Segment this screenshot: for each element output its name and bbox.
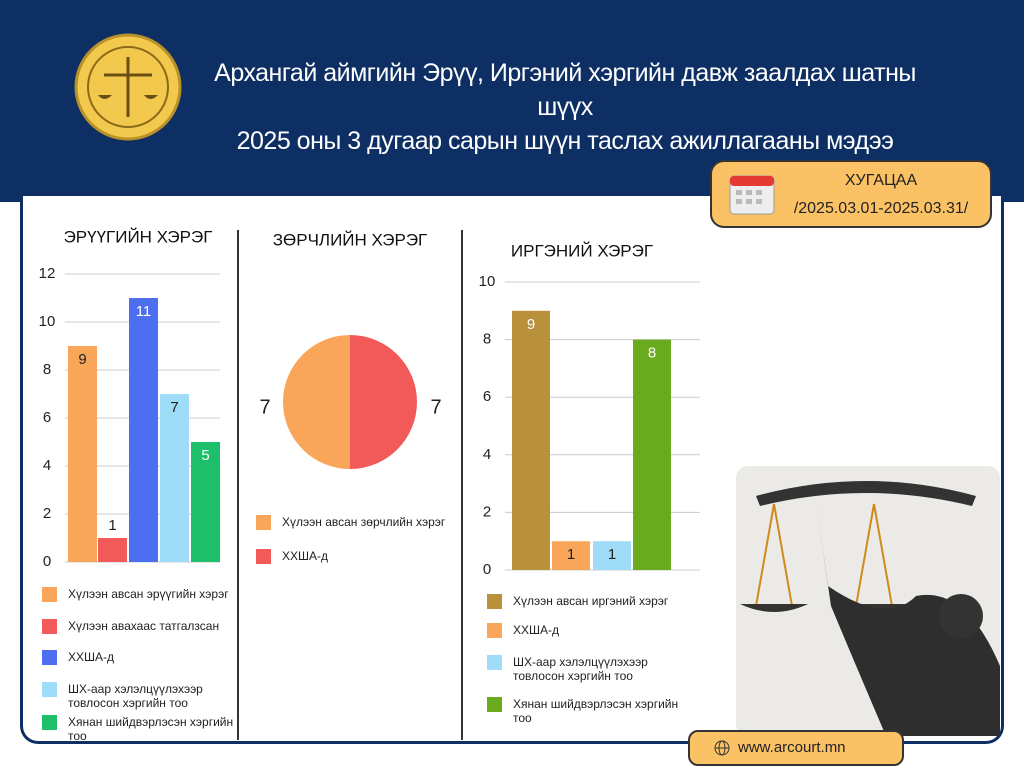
legend-swatch bbox=[487, 697, 502, 712]
data-label: 1 bbox=[567, 546, 575, 563]
legend-swatch bbox=[42, 682, 57, 697]
bar bbox=[512, 310, 550, 570]
y-tick-label: 10 bbox=[479, 273, 496, 290]
y-tick-label: 12 bbox=[39, 265, 56, 282]
bar bbox=[160, 394, 189, 562]
website: www.arcourt.mn bbox=[738, 739, 846, 756]
bar bbox=[68, 346, 97, 562]
data-label: 7 bbox=[259, 396, 270, 418]
legend-entry: ШХ-аар хэлэлцүүлэхээр товлосон хэргийн т… bbox=[68, 682, 203, 710]
bar bbox=[191, 442, 220, 562]
legend-swatch bbox=[487, 594, 502, 609]
y-tick-label: 6 bbox=[483, 388, 491, 405]
y-tick-label: 10 bbox=[39, 313, 56, 330]
period-label: ХУГАЦАА bbox=[844, 172, 918, 189]
data-label: 1 bbox=[108, 517, 116, 534]
y-tick-label: 4 bbox=[43, 457, 51, 474]
data-label: 7 bbox=[430, 396, 441, 418]
divider bbox=[461, 230, 463, 740]
period-range: /2025.03.01-2025.03.31/ bbox=[793, 200, 969, 217]
legend-entry: Хүлээн авсан иргэний хэрэг bbox=[513, 594, 669, 608]
y-tick-label: 6 bbox=[43, 409, 51, 426]
legend-entry: Хянан шийдвэрлэсэн хэргийн тоо bbox=[68, 715, 234, 743]
pie-slice bbox=[283, 335, 350, 469]
legend-entry: ШХ-аар хэлэлцүүлэхээр товлосон хэргийн т… bbox=[513, 655, 648, 683]
legend-swatch bbox=[42, 650, 57, 665]
chart-title: ИРГЭНИЙ ХЭРЭГ bbox=[511, 241, 653, 260]
legend-entry: ХХША-д bbox=[282, 549, 329, 563]
header-title: Архангай аймгийн Эрүү, Иргэний хэргийн д… bbox=[190, 56, 940, 158]
legend-entry: ХХША-д bbox=[68, 650, 115, 664]
legend-entry: Хүлээн авсан эрүүгийн хэрэг bbox=[68, 587, 229, 601]
legend-entry: Хянан шийдвэрлэсэн хэргийн тоо bbox=[513, 697, 679, 725]
y-tick-label: 2 bbox=[43, 505, 51, 522]
y-tick-label: 0 bbox=[43, 553, 51, 570]
legend-swatch bbox=[42, 715, 57, 730]
legend-swatch bbox=[487, 623, 502, 638]
globe-icon bbox=[714, 740, 730, 756]
legend-swatch bbox=[256, 549, 271, 564]
data-label: 1 bbox=[608, 546, 616, 563]
legend-entry: Хүлээн авахаас татгалзсан bbox=[68, 619, 220, 633]
calendar-icon bbox=[729, 175, 775, 215]
y-tick-label: 4 bbox=[483, 446, 491, 463]
y-tick-label: 8 bbox=[43, 361, 51, 378]
data-label: 5 bbox=[201, 447, 209, 464]
y-tick-label: 2 bbox=[483, 503, 491, 520]
legend-swatch bbox=[42, 619, 57, 634]
divider bbox=[237, 230, 239, 740]
bar bbox=[98, 538, 127, 562]
legend-entry: Хүлээн авсан зөрчлийн хэрэг bbox=[282, 515, 446, 529]
data-label: 9 bbox=[78, 351, 86, 368]
title-line: Архангай аймгийн Эрүү, Иргэний хэргийн д… bbox=[214, 59, 916, 121]
bar bbox=[129, 298, 158, 562]
legend-entry: ХХША-д bbox=[513, 623, 560, 637]
chart-title: ЭРҮҮГИЙН ХЭРЭГ bbox=[64, 227, 213, 246]
bar bbox=[593, 541, 631, 570]
y-tick-label: 8 bbox=[483, 331, 491, 348]
legend-swatch bbox=[256, 515, 271, 530]
title-line: 2025 оны 3 дугаар сарын шүүн таслах ажил… bbox=[236, 127, 894, 155]
y-tick-label: 0 bbox=[483, 561, 491, 578]
justice-image bbox=[736, 466, 1000, 736]
legend-swatch bbox=[487, 655, 502, 670]
chart-title: ЗӨРЧЛИЙН ХЭРЭГ bbox=[273, 230, 428, 249]
data-label: 11 bbox=[136, 303, 152, 320]
period-box: ХУГАЦАА /2025.03.01-2025.03.31/ bbox=[710, 160, 992, 228]
pie-slice bbox=[350, 335, 417, 469]
bar bbox=[552, 541, 590, 570]
legend-swatch bbox=[42, 587, 57, 602]
data-label: 8 bbox=[648, 345, 656, 362]
data-label: 7 bbox=[170, 399, 178, 416]
data-label: 9 bbox=[527, 316, 535, 333]
website-pill: www.arcourt.mn bbox=[688, 730, 904, 766]
logo bbox=[74, 33, 182, 141]
bar bbox=[633, 339, 671, 570]
